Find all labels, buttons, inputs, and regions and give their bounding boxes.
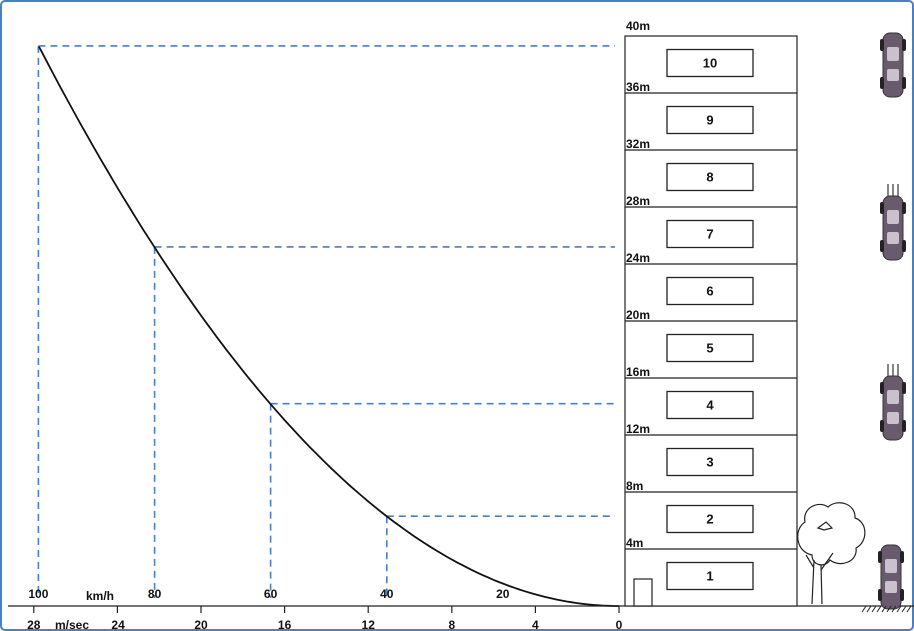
floor-window <box>666 105 754 135</box>
ms-tick-label: 20 <box>194 618 208 631</box>
height-label: 12m <box>626 422 650 436</box>
floor-number: 10 <box>703 56 717 71</box>
door-icon <box>633 578 653 607</box>
floor-number: 8 <box>706 170 713 185</box>
floor-number: 3 <box>706 455 713 470</box>
ground-hatch <box>901 605 907 613</box>
ms-tick-label: 0 <box>616 618 623 631</box>
ms-tick-label: 8 <box>448 618 455 631</box>
floor-window <box>666 333 754 363</box>
kmh-unit-label: km/h <box>86 589 114 603</box>
ground-hatch <box>866 605 872 613</box>
floor-1: 1 <box>666 561 754 591</box>
height-label: 24m <box>626 251 650 265</box>
ground-car-icon <box>878 544 904 610</box>
ground-hatch <box>871 605 877 613</box>
floor-number: 9 <box>706 113 713 128</box>
floor-number: 7 <box>706 227 713 242</box>
floor-window <box>666 276 754 306</box>
height-label: 8m <box>626 479 643 493</box>
height-label-top: 40m <box>626 19 650 33</box>
ms-tick-label: 28 <box>27 618 41 631</box>
floor-8: 8 <box>666 162 754 192</box>
fall-height-curve <box>38 46 619 607</box>
ms-tick-label: 16 <box>278 618 292 631</box>
ms-tick-label: 12 <box>362 618 376 631</box>
ground-hatch <box>876 605 882 613</box>
floor-number: 4 <box>706 398 714 413</box>
floor-window <box>666 162 754 192</box>
kmh-tick-label: 20 <box>496 587 510 601</box>
floor-number: 6 <box>706 284 713 299</box>
falling-car-icon <box>880 184 906 261</box>
floor-9: 9 <box>666 105 754 135</box>
height-label: 4m <box>626 536 643 550</box>
floor-window <box>666 390 754 420</box>
floor-window <box>666 219 754 249</box>
ms-unit-label: m/sec <box>55 618 89 631</box>
kmh-tick-label: 60 <box>264 587 278 601</box>
ground-hatch <box>891 605 897 613</box>
height-label: 16m <box>626 365 650 379</box>
height-label: 36m <box>626 80 650 94</box>
kmh-tick-label: 100 <box>28 587 48 601</box>
ground-hatch <box>896 605 902 613</box>
kmh-tick-label: 80 <box>148 587 162 601</box>
floor-5: 5 <box>666 333 754 363</box>
floor-window <box>666 561 754 591</box>
tree-icon <box>797 502 866 605</box>
floor-6: 6 <box>666 276 754 306</box>
floor-3: 3 <box>666 447 754 477</box>
floor-window <box>666 447 754 477</box>
ground-hatch <box>886 605 892 613</box>
floor-number: 2 <box>706 512 713 527</box>
reference-dashed-lines <box>37 45 615 598</box>
floor-number: 5 <box>706 341 713 356</box>
floor-2: 2 <box>666 504 754 534</box>
ms-tick-label: 24 <box>111 618 125 631</box>
height-label: 28m <box>626 194 650 208</box>
height-label: 20m <box>626 308 650 322</box>
floor-window <box>666 504 754 534</box>
ground-hatch <box>906 605 912 613</box>
falling-car-icon <box>880 364 906 441</box>
kmh-tick-label: 40 <box>380 587 394 601</box>
ms-tick-label: 4 <box>532 618 539 631</box>
floor-4: 4 <box>666 390 754 420</box>
floor-7: 7 <box>666 219 754 249</box>
floor-window <box>666 48 754 78</box>
ground-hatch <box>881 605 887 613</box>
falling-car-icon <box>880 32 906 98</box>
building: 1 2 3 4 5 6 7 8 9 10 40m 36m 32m 28m 24m 20m 16m 12m 8m 4m <box>624 19 798 607</box>
ground-hatch <box>861 605 867 613</box>
height-label: 32m <box>626 137 650 151</box>
floor-10: 10 <box>666 48 754 78</box>
floor-number: 1 <box>706 569 713 584</box>
